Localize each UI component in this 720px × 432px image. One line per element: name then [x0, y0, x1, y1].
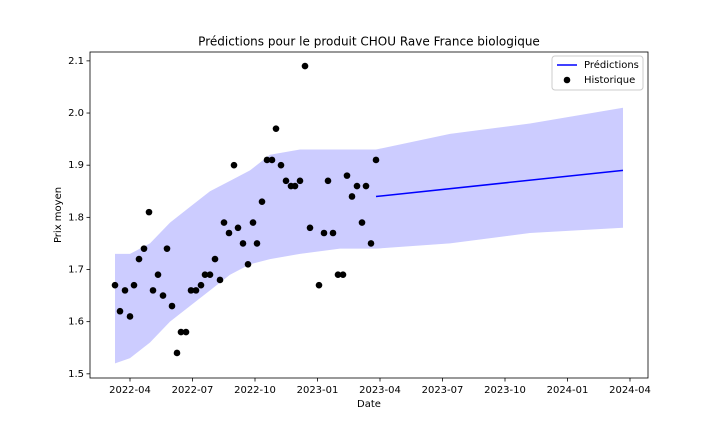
x-tick-label: 2022-07: [172, 385, 214, 396]
history-point: [348, 193, 356, 200]
history-point: [225, 229, 233, 237]
y-tick-label: 1.8: [68, 212, 84, 223]
history-point: [168, 302, 176, 310]
x-axis-label: Date: [357, 399, 381, 410]
x-tick-label: 2024-01: [547, 385, 589, 396]
history-point: [163, 245, 171, 252]
history-point: [130, 281, 138, 289]
history-point: [244, 260, 252, 268]
prediction-line: [375, 169, 624, 198]
history-point: [206, 271, 214, 279]
x-tick-label: 2023-04: [359, 385, 401, 396]
x-tick-label: 2023-10: [484, 385, 526, 396]
history-point: [182, 328, 190, 336]
history-point: [353, 182, 361, 190]
history-point: [277, 161, 285, 169]
history-point: [121, 287, 129, 294]
y-tick-label: 1.6: [68, 317, 84, 328]
history-point: [367, 240, 375, 247]
history-point: [149, 287, 157, 294]
history-point: [173, 349, 181, 357]
history-point: [230, 161, 238, 169]
history-point: [329, 229, 337, 237]
history-point: [159, 292, 167, 299]
y-tick-label: 1.9: [68, 160, 84, 171]
x-tick-label: 2022-04: [109, 385, 151, 396]
history-point: [220, 219, 228, 226]
y-tick-label: 2.0: [68, 108, 84, 119]
history-point: [343, 172, 351, 179]
chart-title: Prédictions pour le produit CHOU Rave Fr…: [198, 35, 540, 49]
x-tick-label: 2023-07: [422, 385, 464, 396]
history-point: [268, 156, 276, 164]
history-point: [272, 125, 280, 132]
history-point: [258, 198, 266, 205]
x-tick-label: 2022-10: [234, 385, 276, 396]
history-point: [234, 224, 242, 232]
history-point: [301, 62, 309, 70]
plot-frame: [89, 51, 649, 379]
confidence-band: [115, 107, 623, 364]
history-point: [145, 208, 153, 216]
history-point: [362, 182, 370, 190]
history-point: [187, 287, 195, 294]
history-point: [282, 177, 290, 185]
history-point: [126, 313, 134, 320]
history-point: [324, 177, 332, 185]
history-point: [197, 281, 205, 289]
history-point: [358, 219, 366, 226]
y-tick-label: 1.7: [68, 265, 84, 276]
history-point: [291, 182, 299, 190]
history-point: [216, 276, 224, 284]
history-point: [263, 156, 271, 164]
legend-marker: [563, 76, 571, 84]
history-point: [239, 240, 247, 247]
history-point: [201, 271, 209, 279]
history-point: [334, 271, 342, 279]
history-point: [296, 177, 304, 185]
history-point: [154, 271, 162, 279]
history-point: [315, 281, 323, 289]
legend-label: Historique: [584, 75, 635, 86]
history-point: [111, 281, 119, 289]
y-axis-label: Prix moyen: [53, 187, 64, 243]
x-tick-label: 2023-01: [297, 385, 339, 396]
x-tick-label: 2024-04: [609, 385, 651, 396]
history-point: [116, 307, 124, 315]
history-point: [177, 328, 185, 336]
history-point: [192, 287, 200, 294]
history-point: [211, 255, 219, 263]
history-point: [249, 219, 257, 226]
history-point: [306, 224, 314, 232]
history-point: [253, 240, 261, 247]
history-point: [372, 156, 380, 164]
y-tick-label: 1.5: [68, 369, 84, 380]
history-point: [135, 255, 143, 263]
y-tick-label: 2.1: [68, 56, 84, 67]
history-point: [339, 271, 347, 279]
legend-label: Prédictions: [584, 59, 639, 71]
history-point: [320, 229, 328, 237]
history-point: [140, 245, 148, 252]
